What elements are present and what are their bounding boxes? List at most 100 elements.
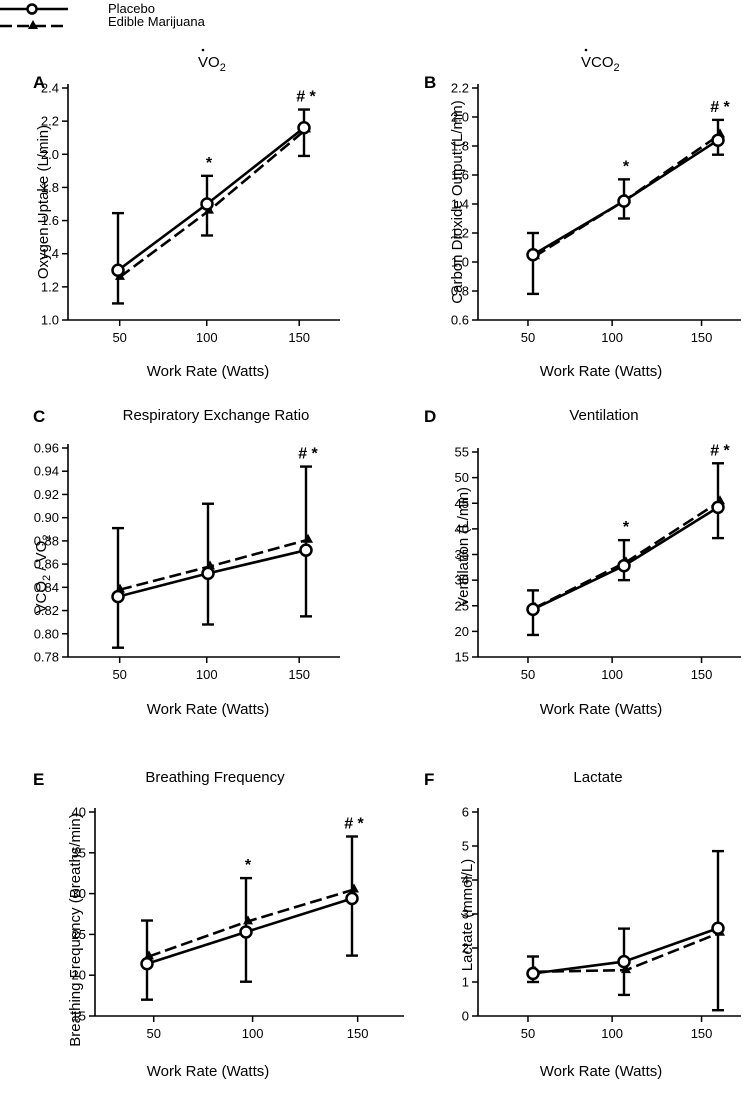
panel-d-plot: 15 20 25 30 35 40 45 50 55 50 100 150 * # * <box>455 442 741 682</box>
significance-label: # * <box>344 815 364 832</box>
significance-label: * <box>623 158 630 175</box>
panel-c-letter: C <box>33 407 45 426</box>
y-tick-label: 25 <box>72 927 86 942</box>
y-tick-label: 35 <box>455 547 469 562</box>
panel-a-title-dot <box>201 48 205 52</box>
marijuana-point <box>303 533 313 543</box>
x-tick-label: 100 <box>601 1026 623 1041</box>
y-tick-label: 0.92 <box>34 487 59 502</box>
panel-c-ylabel-o: O <box>33 541 50 553</box>
panel-f: F Lactate Work Rate (Watts) Lactate (mmo… <box>424 769 741 1080</box>
placebo-point <box>201 566 215 581</box>
panel-c-ylabel-v2: V <box>33 552 50 562</box>
y-tick-label: 20 <box>72 968 86 983</box>
panel-a-ylabel: Oxygen Uptake (L/min) <box>35 125 52 279</box>
y-tick-label: 1.4 <box>41 246 59 261</box>
y-tick-label: 1.6 <box>41 213 59 228</box>
x-tick-label: 150 <box>288 330 310 345</box>
placebo-point <box>617 559 631 573</box>
panel-a: A VO2 Work Rate (Watts) Oxygen Uptake (L… <box>33 48 340 380</box>
legend-placebo-marker <box>26 3 38 15</box>
panel-a-plot: 1.0 1.2 1.4 1.6 1.8 2.0 2.2 2.4 50 100 150 * # * <box>41 81 340 345</box>
panel-a-title-v: V <box>198 54 208 71</box>
panel-c: C Respiratory Exchange Ratio Work Rate (… <box>33 407 340 718</box>
y-tick-label: 45 <box>455 496 469 511</box>
panel-f-title: Lactate <box>573 769 622 786</box>
series-marijuana-line <box>534 500 721 609</box>
y-tick-label: 1.0 <box>451 255 469 270</box>
panel-b-plot: 0.6 0.8 1.0 1.2 1.4 1.6 1.8 2.0 2.2 50 100 150 * # * <box>451 81 741 345</box>
x-tick-label: 150 <box>691 667 713 682</box>
panel-c-ylabel-co: CO <box>33 581 50 604</box>
placebo-point <box>297 121 311 135</box>
placebo-point <box>239 925 253 939</box>
panel-c-ylabel-sub2: 2 <box>41 535 53 541</box>
y-tick-label: 2 <box>462 941 469 956</box>
x-tick-label: 100 <box>601 667 623 682</box>
legend-marijuana-label: Edible Marijuana <box>108 14 206 29</box>
placebo-point <box>200 197 214 211</box>
y-tick-label: 6 <box>462 805 469 820</box>
y-tick-label: 55 <box>455 445 469 460</box>
legend-placebo-label: Placebo <box>108 1 155 16</box>
placebo-point <box>299 543 313 557</box>
y-tick-label: 3 <box>462 907 469 922</box>
placebo-point <box>111 589 125 604</box>
x-tick-label: 150 <box>347 1026 369 1041</box>
panel-d-xlabel: Work Rate (Watts) <box>540 701 663 718</box>
y-tick-label: 0.80 <box>34 626 59 641</box>
y-tick-label: 2.2 <box>451 81 469 96</box>
panel-b-title-dot <box>584 48 588 52</box>
panel-a-xlabel: Work Rate (Watts) <box>147 363 270 380</box>
placebo-point <box>140 957 154 971</box>
panel-c-plot: 0.78 0.80 0.82 0.84 0.86 0.88 0.90 0.92 0.94 0.96… <box>34 441 340 682</box>
y-tick-label: 20 <box>455 624 469 639</box>
y-tick-label: 1.0 <box>41 313 59 328</box>
panel-b: B VCO2 Work Rate (Watts) Carbon Dioxide … <box>424 48 741 380</box>
x-tick-label: 50 <box>112 667 126 682</box>
series-marijuana-line <box>119 538 309 591</box>
y-tick-label: 1.4 <box>451 197 469 212</box>
x-tick-label: 100 <box>196 330 218 345</box>
y-tick-label: 0.8 <box>451 284 469 299</box>
panel-b-title-v: V <box>581 54 591 71</box>
panel-b-ylabel: Carbon Dioxide Output (L/min) <box>449 100 466 303</box>
y-tick-label: 1.6 <box>451 168 469 183</box>
panel-a-letter: A <box>33 73 45 92</box>
y-tick-label: 0.90 <box>34 510 59 525</box>
y-tick-label: 5 <box>462 839 469 854</box>
marijuana-point <box>349 883 359 893</box>
panel-f-letter: F <box>424 770 434 789</box>
placebo-point <box>526 602 540 617</box>
y-tick-label: 1.8 <box>451 139 469 154</box>
x-tick-label: 150 <box>691 330 713 345</box>
panel-c-title: Respiratory Exchange Ratio <box>123 407 310 424</box>
panel-e-title: Breathing Frequency <box>145 769 285 786</box>
panel-d-ylabel: Ventilation (L/min) <box>455 487 472 607</box>
y-tick-label: 0.78 <box>34 650 59 665</box>
y-tick-label: 1 <box>462 975 469 990</box>
x-tick-label: 150 <box>288 667 310 682</box>
y-tick-label: 0 <box>462 1009 469 1024</box>
y-tick-label: 0.82 <box>34 603 59 618</box>
x-tick-label: 50 <box>112 330 126 345</box>
y-tick-label: 2.4 <box>41 81 59 96</box>
legend-marijuana-marker <box>28 20 38 29</box>
marijuana-point <box>243 915 253 925</box>
y-tick-label: 0.94 <box>34 464 59 479</box>
panel-f-ylabel: Lactate (mmol/L) <box>459 859 476 972</box>
placebo-point <box>711 133 725 147</box>
placebo-point <box>711 921 725 936</box>
panel-e-plot: 15 20 25 30 35 40 50 100 150 * # * <box>72 805 404 1041</box>
x-tick-label: 50 <box>521 667 535 682</box>
significance-label: * <box>623 519 630 536</box>
panel-f-plot: 0 1 2 3 4 5 6 50 100 150 <box>462 805 741 1041</box>
x-tick-label: 100 <box>242 1026 264 1041</box>
panel-e-letter: E <box>33 770 44 789</box>
placebo-point <box>345 891 359 906</box>
y-tick-label: 0.6 <box>451 313 469 328</box>
y-tick-label: 0.86 <box>34 557 59 572</box>
panel-e-ylabel: Breathing Frequency (Breaths/min) <box>67 813 84 1046</box>
y-tick-label: 0.88 <box>34 533 59 548</box>
